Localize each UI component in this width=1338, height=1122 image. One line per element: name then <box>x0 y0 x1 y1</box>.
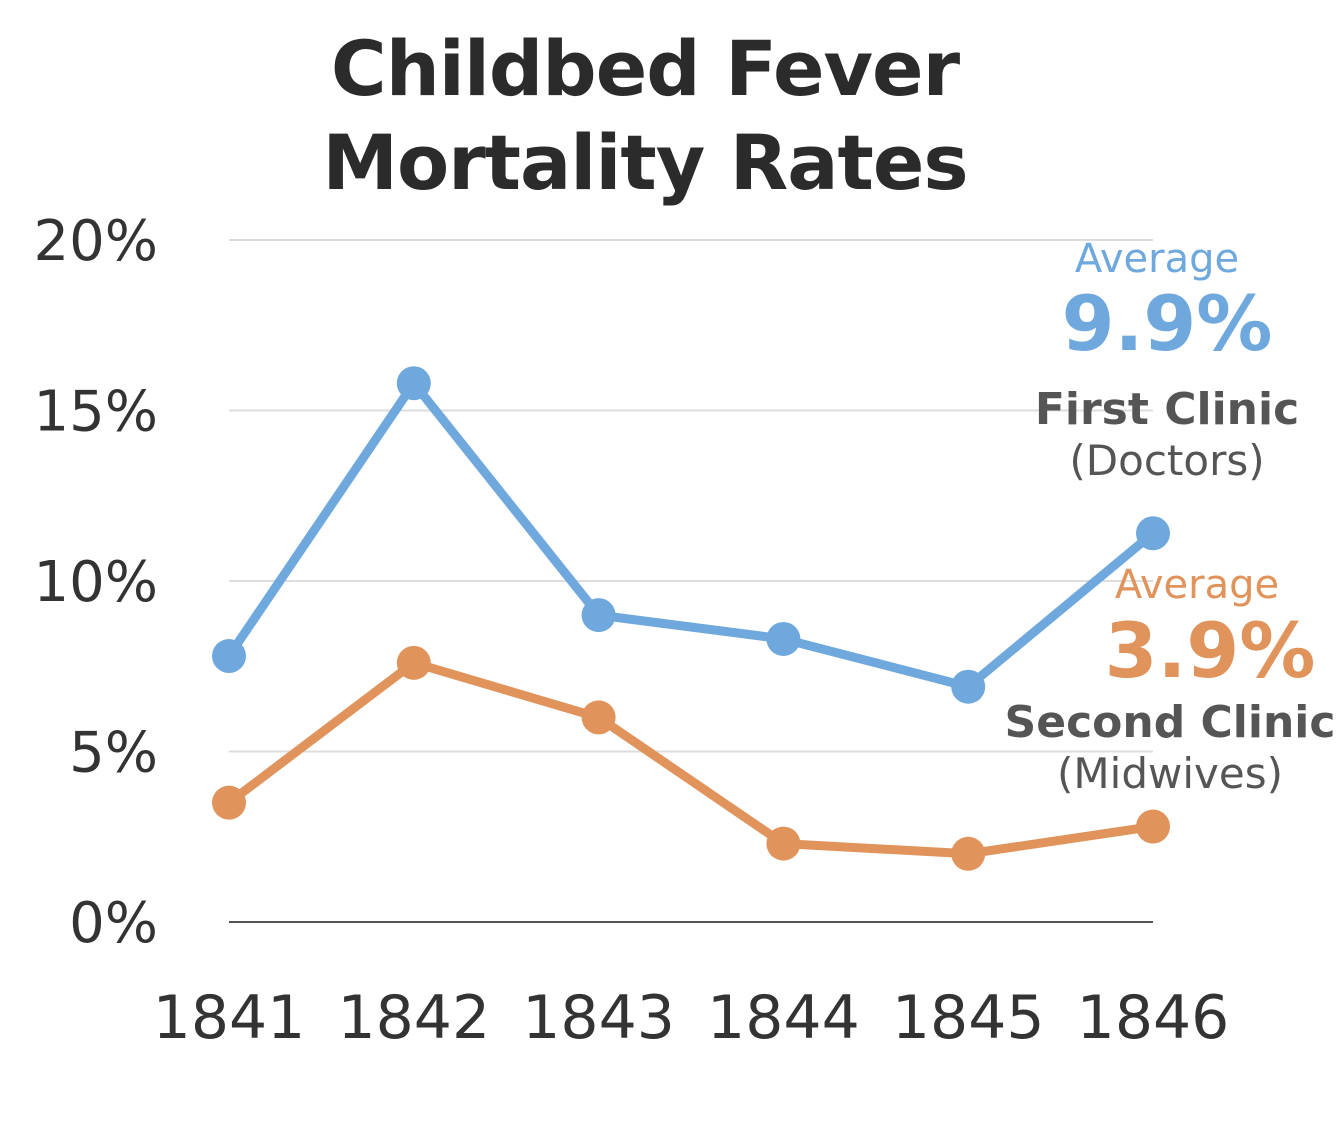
second-clinic-name: Second Clinic <box>1005 697 1336 748</box>
second-clinic-subtitle: (Midwives) <box>1057 749 1283 798</box>
second-clinic-series <box>212 645 1170 871</box>
gridlines <box>229 239 1153 923</box>
first-clinic-series <box>212 366 1170 704</box>
x-tick-label: 1846 <box>1077 983 1230 1053</box>
second-clinic-line <box>224 658 1158 859</box>
chart-title: Childbed Fever Mortality Rates <box>0 22 1290 210</box>
second-clinic-average-label: Average <box>1115 562 1279 608</box>
second-clinic-point <box>212 785 246 820</box>
second-clinic-average-value: 3.9% <box>1105 606 1316 695</box>
first-clinic-average-value: 9.9% <box>1062 279 1273 368</box>
x-tick-label: 1843 <box>522 983 675 1053</box>
y-tick-label: 15% <box>34 380 158 445</box>
first-clinic-subtitle: (Doctors) <box>1069 436 1264 485</box>
first-clinic-point <box>581 598 616 633</box>
second-clinic-point <box>1136 809 1170 844</box>
y-tick-label: 5% <box>69 721 158 786</box>
first-clinic-point <box>396 366 431 401</box>
x-axis-ticks: 1841 1842 1843 1844 1845 1846 <box>153 983 1230 1053</box>
first-clinic-average-label: Average <box>1075 236 1239 282</box>
second-clinic-point <box>766 826 801 861</box>
first-clinic-point <box>766 621 801 656</box>
chart-title-line-2: Mortality Rates <box>322 118 968 207</box>
x-tick-label: 1842 <box>337 983 490 1053</box>
second-clinic-annotation: Average 3.9% Second Clinic (Midwives) <box>1005 562 1336 798</box>
series-lines <box>212 366 1170 871</box>
x-tick-label: 1845 <box>892 983 1045 1053</box>
first-clinic-point <box>1136 516 1170 551</box>
x-tick-label: 1844 <box>707 983 860 1053</box>
first-clinic-line <box>224 378 1158 692</box>
first-clinic-point <box>212 639 246 674</box>
chart-title-line-1: Childbed Fever <box>330 24 960 113</box>
y-tick-label: 0% <box>69 891 158 956</box>
second-clinic-point <box>581 700 616 735</box>
x-tick-label: 1841 <box>153 983 306 1053</box>
first-clinic-annotation: Average 9.9% First Clinic (Doctors) <box>1035 236 1299 485</box>
first-clinic-name: First Clinic <box>1035 384 1299 435</box>
first-clinic-point <box>951 669 986 704</box>
y-axis-ticks: 0% 5% 10% 15% 20% <box>34 209 158 956</box>
y-tick-label: 20% <box>34 209 158 274</box>
second-clinic-point <box>396 645 431 680</box>
y-tick-label: 10% <box>34 550 158 615</box>
second-clinic-point <box>951 836 986 871</box>
